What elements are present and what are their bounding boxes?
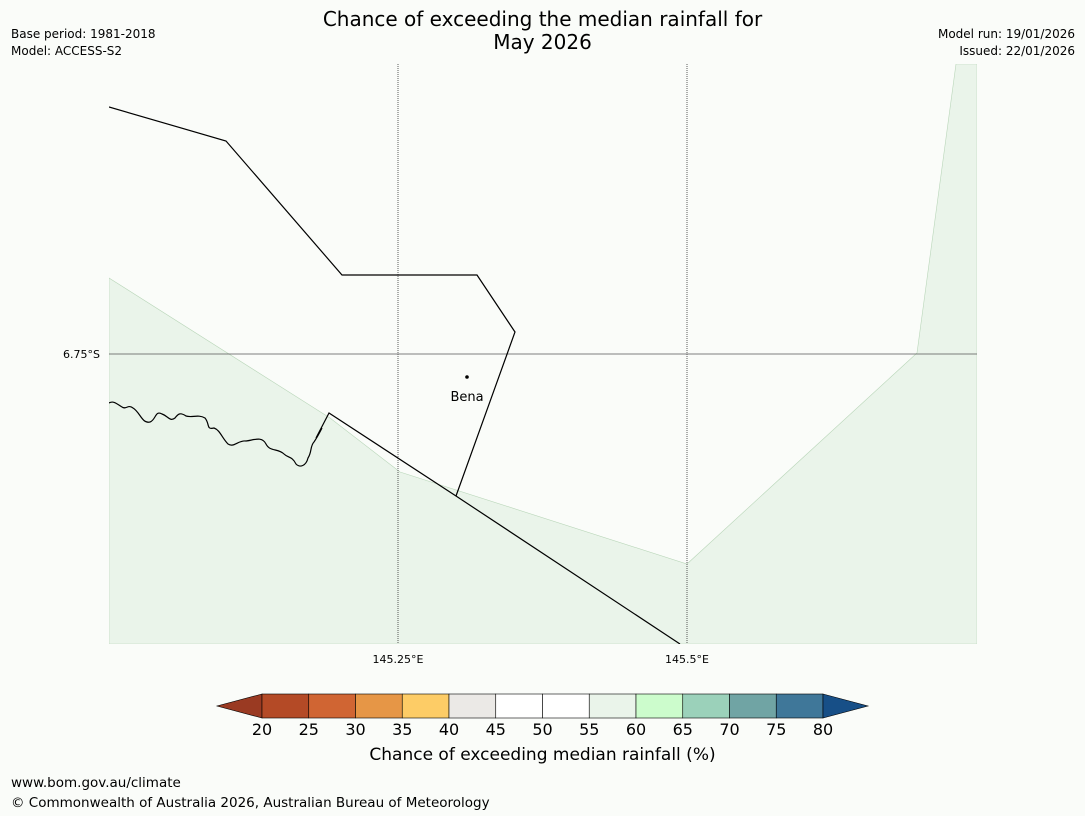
map-title: Chance of exceeding the median rainfall … (0, 8, 1085, 54)
title-line-1: Chance of exceeding the median rainfall … (322, 7, 763, 31)
colorbar-extend-high (822, 693, 870, 719)
place-label-bena: Bena (450, 390, 483, 405)
colorbar-segment (448, 693, 497, 719)
colorbar-segment (588, 693, 637, 719)
colorbar-tick-label: 50 (532, 720, 552, 739)
colorbar-tick-label: 40 (439, 720, 459, 739)
colorbar-segment (401, 693, 450, 719)
colorbar-tick-label: 25 (299, 720, 319, 739)
colorbar-tick-label: 30 (345, 720, 365, 739)
colorbar-tick-label: 75 (766, 720, 786, 739)
colorbar-tick-label: 55 (579, 720, 599, 739)
lon-label-145-25: 145.25°E (373, 653, 424, 666)
model-info: Base period: 1981-2018 Model: ACCESS-S2 (11, 26, 156, 60)
colorbar-segment (495, 693, 543, 719)
base-period: Base period: 1981-2018 (11, 27, 156, 41)
footer-copyright: © Commonwealth of Australia 2026, Austra… (11, 795, 490, 811)
colorbar-tick-label: 80 (813, 720, 833, 739)
colorbar-label: Chance of exceeding median rainfall (%) (369, 745, 716, 765)
colorbar-segment (682, 693, 730, 719)
colorbar-tick-label: 35 (392, 720, 412, 739)
colorbar-tick-label: 45 (486, 720, 506, 739)
model-name: Model: ACCESS-S2 (11, 44, 123, 58)
colorbar-segment (261, 693, 310, 719)
colorbar-segment (542, 693, 590, 719)
lon-label-145-5: 145.5°E (665, 653, 709, 666)
footer-url[interactable]: www.bom.gov.au/climate (11, 775, 181, 791)
colorbar-segment (775, 693, 824, 719)
model-run: Model run: 19/01/2026 (937, 27, 1075, 41)
colorbar-tick-label: 70 (719, 720, 739, 739)
run-info: Model run: 19/01/2026 Issued: 22/01/2026 (938, 26, 1075, 60)
colorbar-tick-label: 65 (673, 720, 693, 739)
colorbar-segment (635, 693, 684, 719)
colorbar-tick-label: 20 (252, 720, 272, 739)
place-marker-bena[interactable] (465, 375, 469, 379)
colorbar-segment (355, 693, 403, 719)
title-line-2: May 2026 (493, 30, 592, 54)
river-line (109, 401, 323, 467)
district-boundary (109, 106, 516, 497)
district-boundary-south (315, 412, 681, 644)
colorbar-tick-label: 60 (626, 720, 646, 739)
colorbar-segment (729, 693, 777, 719)
colorbar-extend-low (215, 693, 263, 719)
lat-label: 6.75°S (63, 348, 100, 361)
colorbar: 20 25 30 35 40 45 50 55 60 65 70 75 80 (215, 693, 870, 739)
probability-region-55-60 (109, 64, 977, 644)
colorbar-segment (308, 693, 356, 719)
map-area[interactable] (109, 64, 977, 644)
issued-date: Issued: 22/01/2026 (959, 44, 1075, 58)
